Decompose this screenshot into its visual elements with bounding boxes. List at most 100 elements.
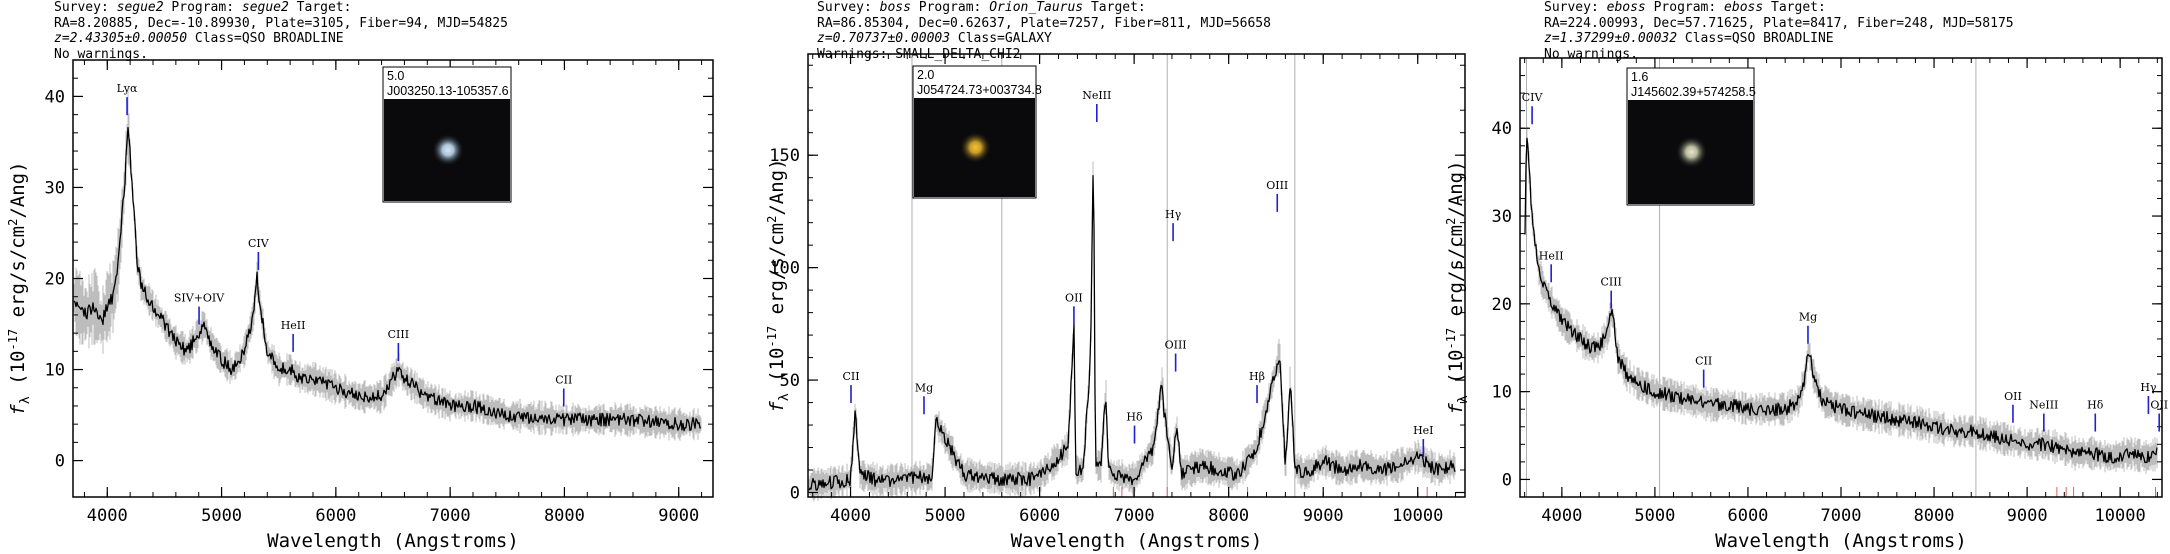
x-tick-label: 4000 <box>87 506 128 526</box>
thumbnail-magnitude: 1.6 <box>1631 70 1648 84</box>
redshift-value: z=0.70737±0.00003 <box>817 31 951 46</box>
survey-label: Survey: <box>1544 0 1607 15</box>
y-tick-label: 10 <box>45 361 65 381</box>
star-glow <box>959 131 992 164</box>
x-tick-label: 9000 <box>2007 506 2048 526</box>
program-value: Orion_Taurus <box>989 0 1084 15</box>
panel-header: Survey: segue2 Program: segue2 Target: R… <box>54 0 508 62</box>
spectrum-line <box>808 174 1456 491</box>
thumbnail-name: J054724.73+003734.8 <box>917 83 1042 97</box>
target-label: Target: <box>1763 0 1826 15</box>
target-label: Target: <box>288 0 352 15</box>
spectrum-panel-3: Survey: eboss Program: eboss Target: RA=… <box>1440 0 2168 554</box>
y-tick-label: 0 <box>1502 470 1512 490</box>
x-tick-label: 8000 <box>1914 506 1955 526</box>
star-glow <box>432 134 464 166</box>
y-axis-label: fλ (10-17 erg/s/cm2/Ang) <box>6 161 33 415</box>
x-tick-label: 10000 <box>1392 506 1443 526</box>
error-band <box>1524 126 2158 475</box>
line-label: CIV <box>248 237 270 250</box>
line-label: Hδ <box>1126 411 1143 424</box>
x-axis-label: Wavelength (Angstroms) <box>1715 530 1967 552</box>
y-tick-label: 0 <box>55 452 65 472</box>
line-label: OIII <box>1165 339 1187 352</box>
x-tick-label: 6000 <box>1727 506 1768 526</box>
x-tick-label: 7000 <box>430 506 471 526</box>
line-label: CIII <box>388 328 409 341</box>
thumbnail-name: J145602.39+574258.5 <box>1631 85 1756 99</box>
y-tick-label: 50 <box>780 371 800 391</box>
x-tick-label: 6000 <box>315 506 356 526</box>
class-value: Class=GALAXY <box>950 31 1052 46</box>
x-tick-label: 6000 <box>1019 506 1060 526</box>
y-tick-label: 150 <box>769 146 800 166</box>
y-tick-label: 30 <box>45 178 65 198</box>
line-label: Hγ <box>1165 208 1182 221</box>
line-label: NeIII <box>2029 399 2058 412</box>
x-axis-label: Wavelength (Angstroms) <box>267 530 519 552</box>
y-tick-label: 10 <box>1492 383 1512 403</box>
line-label: HeII <box>1539 249 1564 262</box>
y-axis-label: fλ (10-17 erg/s/cm2/Ang) <box>1444 160 1471 414</box>
spectrum-line <box>73 127 702 432</box>
y-tick-label: 40 <box>1492 119 1512 139</box>
y-tick-label: 100 <box>769 259 800 279</box>
x-tick-label: 5000 <box>201 506 242 526</box>
coords-line: RA=224.00993, Dec=57.71625, Plate=8417, … <box>1544 15 2014 31</box>
program-label: Program: <box>163 0 242 15</box>
spectrum-chart: 4000 5000 6000 7000 8000 9000 0 10 20 30 40 Wavelen… <box>6 59 714 552</box>
survey-value: boss <box>879 0 911 15</box>
line-label: Mg <box>915 381 933 394</box>
x-tick-label: 5000 <box>925 506 966 526</box>
line-label: Hδ <box>2087 399 2104 412</box>
line-label: OIII <box>1266 179 1288 192</box>
line-label: HeII <box>281 319 306 332</box>
y-tick-label: 0 <box>790 484 800 504</box>
spectrum-chart: 4000 5000 6000 7000 8000 9000 10000 0 50 100 150 Wa… <box>765 53 1466 552</box>
survey-value: eboss <box>1606 0 1646 15</box>
x-axis-label: Wavelength (Angstroms) <box>1011 530 1263 552</box>
x-tick-label: 9000 <box>658 506 699 526</box>
panel-header: Survey: eboss Program: eboss Target: RA=… <box>1544 0 2014 62</box>
x-tick-label: 8000 <box>544 506 585 526</box>
line-label: NeIII <box>1082 89 1111 102</box>
spectrum-panel-2: Survey: boss Program: Orion_Taurus Targe… <box>763 0 1486 554</box>
warnings-line: No warnings. <box>54 46 148 62</box>
program-label: Program: <box>910 0 990 15</box>
plot-frame <box>807 53 1466 498</box>
x-tick-label: 5000 <box>1634 506 1675 526</box>
error-band <box>808 161 1456 502</box>
line-label: CII <box>1695 355 1712 368</box>
line-label: OII <box>1065 291 1083 304</box>
line-label: Hγ <box>2140 381 2157 394</box>
x-tick-label: 7000 <box>1821 506 1862 526</box>
x-tick-label: 7000 <box>1114 506 1155 526</box>
line-label: CIII <box>1600 276 1621 289</box>
coords-line: RA=8.20885, Dec=-10.89930, Plate=3105, F… <box>54 15 508 31</box>
y-tick-label: 20 <box>1492 295 1512 315</box>
redshift-value: z=2.43305±0.00050 <box>54 31 188 46</box>
coords-line: RA=86.85304, Dec=0.62637, Plate=7257, Fi… <box>817 15 1271 31</box>
line-label: CII <box>555 374 572 387</box>
line-label: Hβ <box>1249 370 1265 383</box>
thumbnail-magnitude: 2.0 <box>917 68 934 82</box>
star-glow <box>1675 136 1708 168</box>
line-label: HeI <box>1413 424 1433 437</box>
thumbnail-magnitude: 5.0 <box>387 69 404 83</box>
x-tick-label: 4000 <box>1541 506 1582 526</box>
x-tick-label: 9000 <box>1303 506 1344 526</box>
line-label: CII <box>842 370 859 383</box>
x-tick-label: 8000 <box>1208 506 1249 526</box>
survey-label: Survey: <box>817 0 880 15</box>
y-tick-label: 40 <box>45 87 65 107</box>
y-tick-label: 20 <box>45 270 65 290</box>
y-tick-label: 30 <box>1492 207 1512 227</box>
spectrum-panel-1: Survey: segue2 Program: segue2 Target: R… <box>0 0 723 554</box>
line-label: OII <box>2004 390 2022 403</box>
x-tick-label: 10000 <box>2095 506 2146 526</box>
line-label: OII <box>2150 399 2168 412</box>
redshift-value: z=1.37299±0.00032 <box>1544 31 1678 46</box>
